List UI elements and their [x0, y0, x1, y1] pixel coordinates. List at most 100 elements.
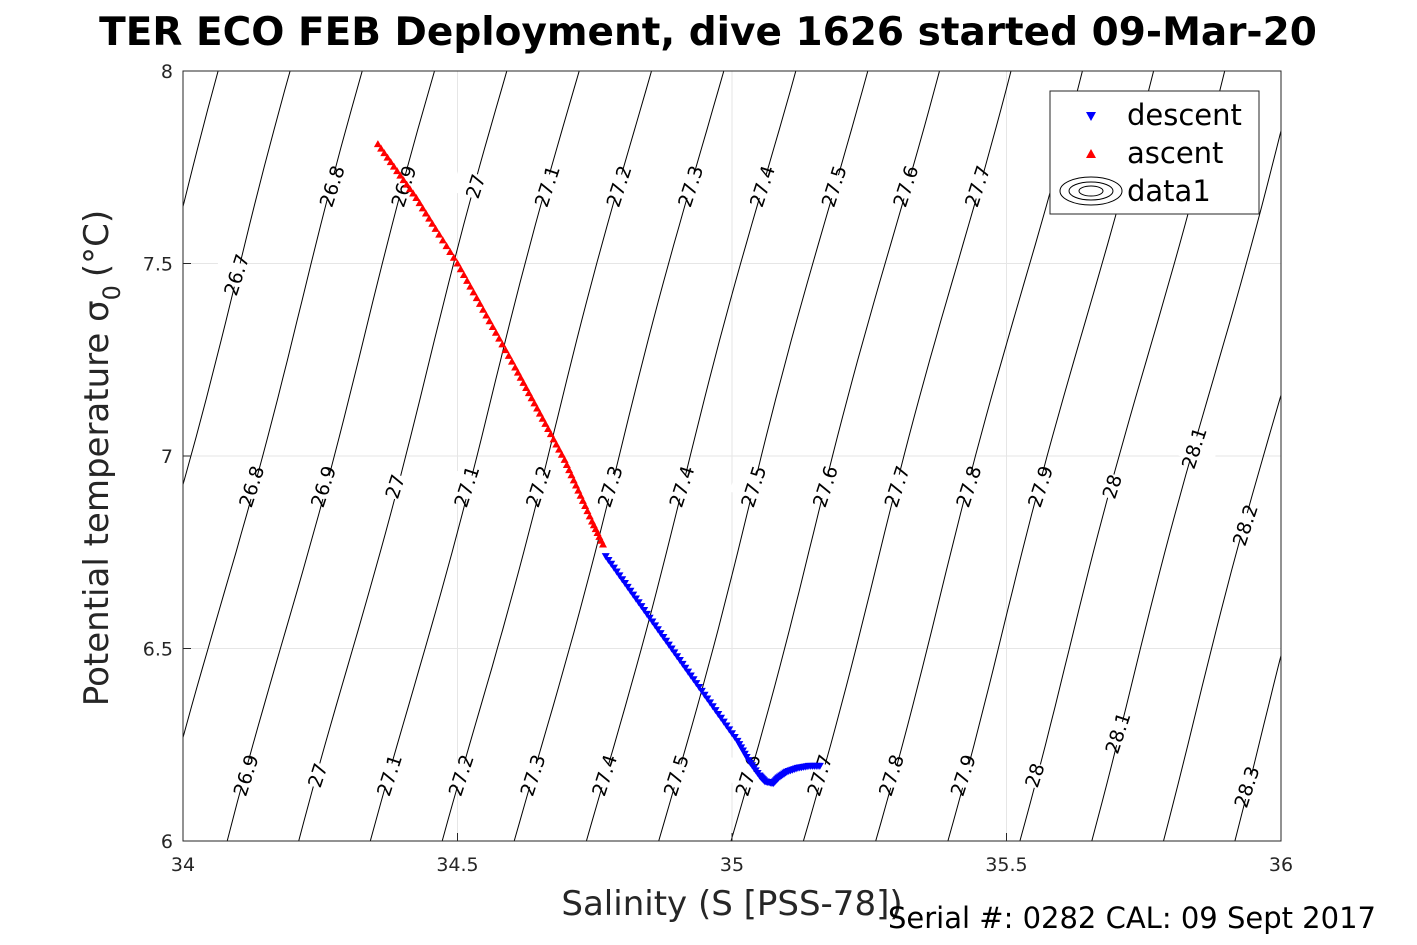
descent-point — [634, 599, 643, 607]
isopycnal-line — [298, 71, 508, 841]
descent-point — [719, 718, 728, 726]
descent-point — [815, 762, 824, 770]
y-tick-label: 8 — [161, 61, 173, 83]
descent-point — [631, 595, 640, 603]
descent-point — [656, 630, 665, 638]
contour-label-bg — [227, 468, 277, 506]
ascent-point — [393, 167, 402, 175]
ascent-point — [377, 144, 386, 152]
x-tick-label: 35 — [720, 854, 744, 876]
isopycnal-line — [441, 71, 652, 841]
contour-label-bg — [508, 757, 559, 794]
contour-label-bg — [953, 168, 1003, 205]
y-axis-label-unit: (°C) — [77, 210, 117, 277]
ascent-point — [438, 236, 447, 244]
descent-point — [629, 591, 638, 599]
contour-label-bg — [514, 468, 564, 506]
isopycnal-line — [1234, 653, 1281, 841]
ascent-point — [498, 340, 507, 348]
descent-point — [612, 568, 621, 576]
ascent-point — [396, 171, 405, 179]
descent-point — [662, 637, 671, 645]
legend-descent-label: descent — [1127, 98, 1242, 132]
descent-point — [615, 572, 624, 580]
descent-point — [659, 633, 668, 641]
ascent-point — [576, 491, 585, 499]
isopycnal-line — [1163, 393, 1281, 841]
descent-point — [667, 645, 676, 653]
ascent-point — [501, 346, 510, 354]
ascent-point — [557, 450, 566, 458]
x-tick-label: 36 — [1269, 854, 1293, 876]
contour-label-bg — [594, 168, 645, 205]
isopycnal-line — [369, 71, 580, 841]
isopycnal-line — [183, 71, 219, 209]
descent-point — [645, 614, 654, 622]
descent-point — [703, 695, 712, 703]
ascent-point — [431, 224, 440, 232]
ascent-point — [513, 368, 522, 376]
descent-point — [609, 564, 618, 572]
x-tick-label: 35.5 — [985, 854, 1027, 876]
contour-label-bg — [523, 168, 573, 205]
isopycnal-line — [183, 71, 363, 740]
contour-label-bg — [293, 757, 343, 794]
isopycnal-line — [1306, 71, 1417, 841]
contour-label-bg — [1170, 430, 1220, 467]
descent-point — [725, 726, 734, 734]
descent-point — [640, 607, 649, 614]
ascent-point — [469, 288, 478, 296]
contour-label-bg — [939, 757, 989, 794]
descent-point — [706, 699, 715, 707]
legend-ascent-label: ascent — [1127, 136, 1223, 170]
contour-label-bg — [580, 757, 630, 794]
ascent-point — [562, 460, 571, 468]
descent-point — [695, 684, 704, 691]
ascent-point — [479, 305, 488, 313]
ascent-point — [578, 496, 587, 504]
legend-data1-label: data1 — [1127, 174, 1211, 208]
y-axis-label-text: Potential temperature σ0 (°C) — [77, 210, 126, 706]
y-axis-label-sub: 0 — [98, 285, 126, 300]
ascent-point — [522, 383, 531, 391]
ascent-point — [549, 435, 558, 443]
ascent-point — [373, 140, 382, 148]
descent-point — [686, 672, 695, 680]
contour-label-bg — [371, 468, 421, 506]
descent-point — [700, 691, 709, 699]
contour-label-bg — [212, 256, 262, 294]
ascent-point — [421, 209, 430, 217]
y-axis-label: Potential temperature σ0 (°C) — [77, 210, 126, 706]
ascent-point — [425, 214, 434, 222]
grid — [183, 71, 1281, 841]
descent-point — [670, 649, 679, 657]
ascent-point — [435, 230, 444, 238]
ascent-point — [535, 409, 544, 417]
contour-label-bg — [652, 757, 702, 794]
contour-label-bg — [1010, 757, 1061, 794]
ascent-point — [488, 323, 497, 331]
y-tick-label: 6 — [161, 831, 173, 853]
ascent-point — [399, 176, 408, 184]
ascent-point — [405, 185, 414, 193]
descent-point — [623, 583, 632, 591]
ascent-point — [380, 149, 389, 157]
isopycnal-line — [730, 71, 940, 841]
descent-point — [642, 610, 651, 618]
contour-label-bg — [1221, 507, 1271, 544]
isopycnal-line — [802, 71, 1012, 841]
contour-label-bg — [810, 168, 860, 205]
y-tick-label: 7.5 — [143, 254, 173, 276]
chart-title: TER ECO FEB Deployment, dive 1626 starte… — [99, 10, 1317, 55]
ascent-point — [504, 351, 513, 359]
contour-label-bg — [944, 468, 994, 506]
descent-point — [675, 657, 684, 665]
descent-point — [618, 576, 627, 584]
descent-point — [601, 553, 610, 561]
ascent-point — [527, 394, 536, 402]
descent-point — [651, 622, 660, 630]
legend-data1-marker — [1059, 176, 1123, 206]
legend-box — [1049, 90, 1260, 215]
contour-label-bg — [437, 757, 487, 794]
ascent-point — [530, 399, 539, 407]
